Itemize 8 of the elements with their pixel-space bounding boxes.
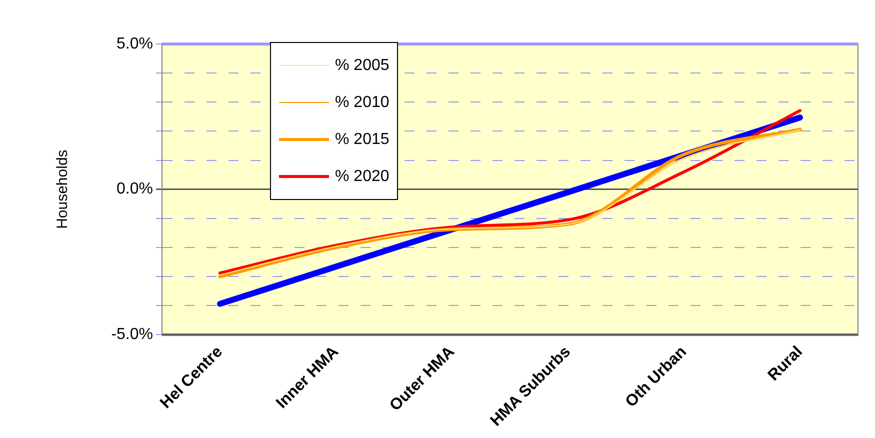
- y-tick-label: -5.0%: [111, 326, 153, 344]
- y-tick-label: 0.0%: [116, 180, 153, 198]
- legend-label: % 2005: [335, 56, 390, 74]
- y-axis-title: Households: [54, 150, 72, 229]
- y-tick-label: 5.0%: [116, 35, 153, 52]
- legend-label: % 2010: [335, 94, 390, 112]
- legend-label: % 2020: [335, 168, 390, 186]
- legend-label: % 2015: [335, 130, 390, 148]
